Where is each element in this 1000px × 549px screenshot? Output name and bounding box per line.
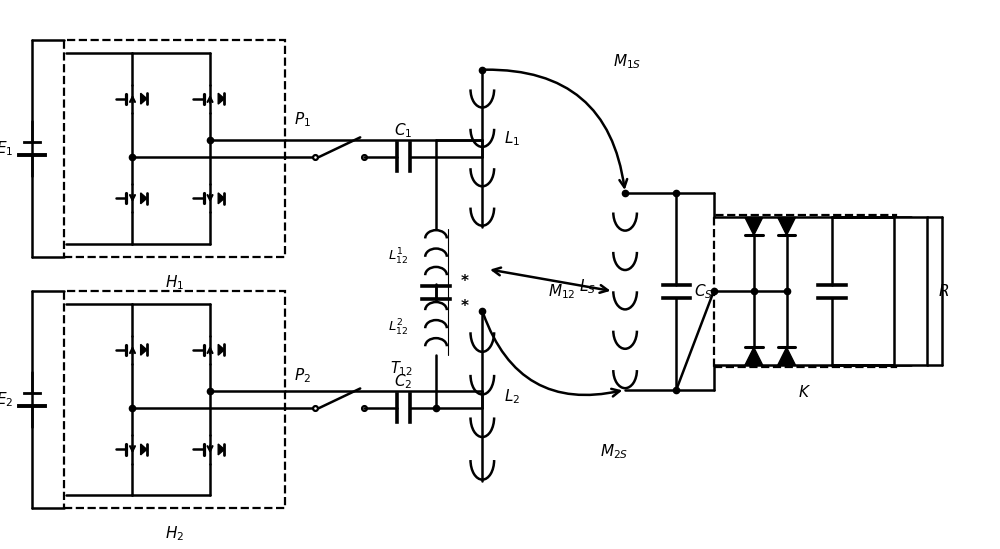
Bar [714, 215, 896, 367]
Polygon shape [745, 217, 763, 235]
Polygon shape [218, 444, 224, 455]
Text: $L_S$: $L_S$ [579, 277, 596, 296]
Polygon shape [141, 444, 147, 455]
Polygon shape [141, 193, 147, 204]
Text: $K$: $K$ [798, 384, 811, 400]
FancyArrowPatch shape [485, 70, 627, 187]
Text: $P_1$: $P_1$ [294, 110, 311, 128]
Text: $L^1_{12}$: $L^1_{12}$ [388, 247, 408, 267]
Text: $P_2$: $P_2$ [294, 366, 311, 385]
Bar [64, 40, 285, 257]
Polygon shape [218, 193, 224, 204]
FancyArrowPatch shape [493, 267, 608, 293]
Text: $C_S$: $C_S$ [694, 282, 713, 301]
Text: $L^2_{12}$: $L^2_{12}$ [388, 318, 408, 338]
Text: $E_2$: $E_2$ [0, 390, 13, 409]
Text: $L_1$: $L_1$ [504, 130, 520, 148]
Polygon shape [218, 344, 224, 355]
Polygon shape [778, 217, 795, 235]
Bar [64, 292, 285, 508]
Text: $H_1$: $H_1$ [165, 273, 184, 292]
Text: $R$: $R$ [938, 283, 949, 299]
Polygon shape [778, 348, 795, 365]
Text: $T_{12}$: $T_{12}$ [390, 359, 413, 378]
Text: $L_2$: $L_2$ [504, 387, 520, 406]
Text: $M_{12}$: $M_{12}$ [548, 282, 576, 301]
Polygon shape [141, 93, 147, 104]
FancyArrowPatch shape [483, 313, 620, 396]
Text: *: * [461, 299, 469, 313]
Polygon shape [218, 93, 224, 104]
Text: $C_2$: $C_2$ [394, 373, 413, 391]
Text: *: * [461, 274, 469, 289]
Text: $M_{2S}$: $M_{2S}$ [600, 442, 629, 461]
Polygon shape [745, 348, 763, 365]
Polygon shape [141, 344, 147, 355]
Text: $E_1$: $E_1$ [0, 139, 13, 158]
Text: $H_2$: $H_2$ [165, 525, 184, 544]
Bar [894, 217, 927, 365]
Text: $M_{1S}$: $M_{1S}$ [613, 53, 642, 71]
Text: $C_1$: $C_1$ [394, 121, 413, 140]
